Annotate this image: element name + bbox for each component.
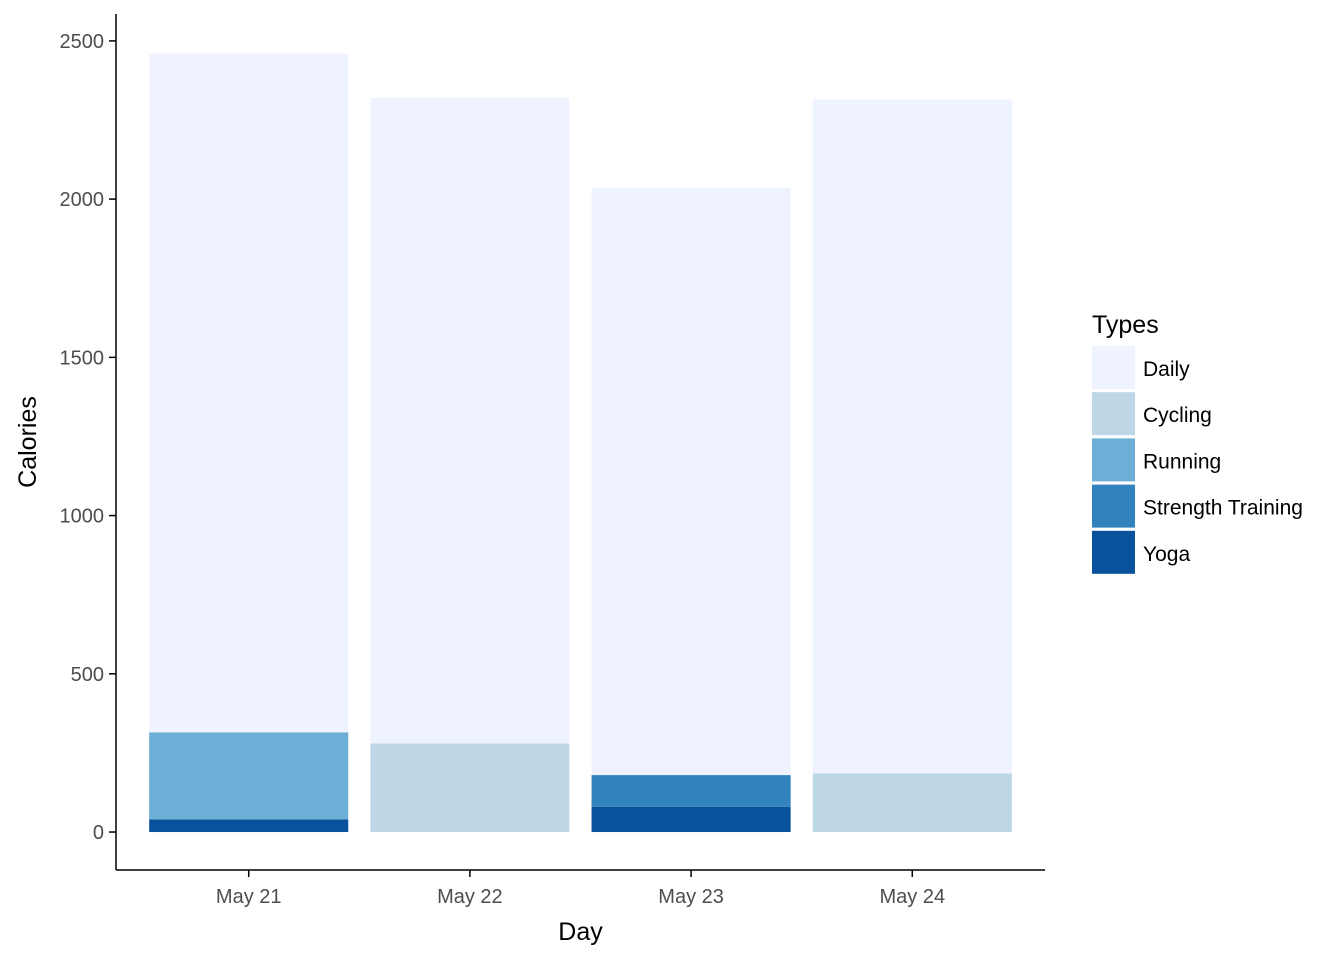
- y-tick-label: 500: [71, 664, 104, 686]
- x-tick-label: May 22: [437, 886, 503, 908]
- bar-may-22-daily: [370, 97, 570, 744]
- y-tick-label: 1000: [60, 506, 105, 528]
- bar-may-23-yoga: [591, 806, 791, 833]
- x-axis-title: Day: [558, 918, 603, 946]
- legend-swatch-running: [1092, 438, 1135, 482]
- x-tick-label: May 23: [658, 886, 724, 908]
- x-ticks: May 21 May 22 May 23 May 24: [216, 870, 945, 908]
- y-ticks: 0 500 1000 1500 2000 2500: [60, 31, 116, 844]
- legend-title: Types: [1092, 311, 1159, 339]
- y-tick-label: 1500: [60, 347, 105, 369]
- y-tick-label: 0: [93, 822, 104, 844]
- bar-may-23-daily: [591, 188, 791, 776]
- bar-may-23-strength-training: [591, 775, 791, 807]
- legend-label-cycling: Cycling: [1143, 404, 1212, 427]
- bar-may-24-daily: [812, 99, 1012, 774]
- legend: Types Daily Cycling Running Strength Traini…: [1092, 311, 1303, 574]
- legend-label-yoga: Yoga: [1143, 543, 1190, 566]
- axes-layer: [115, 14, 1045, 871]
- bar-may-22-cycling: [370, 743, 570, 833]
- y-tick-label: 2500: [60, 31, 105, 53]
- legend-label-running: Running: [1143, 450, 1221, 473]
- bar-may-21-yoga: [149, 819, 349, 833]
- legend-swatch-strength-training: [1092, 484, 1135, 528]
- bar-may-21-running: [149, 732, 349, 820]
- y-axis-title: Calories: [14, 396, 42, 488]
- x-tick-label: May 21: [216, 886, 282, 908]
- legend-swatch-yoga: [1092, 530, 1135, 574]
- bar-may-24-cycling: [812, 773, 1012, 833]
- bar-may-21-daily: [149, 53, 349, 733]
- legend-swatch-daily: [1092, 346, 1135, 389]
- bars-layer: [149, 53, 1012, 833]
- y-tick-label: 2000: [60, 189, 105, 211]
- legend-swatch-cycling: [1092, 392, 1135, 436]
- x-tick-label: May 24: [879, 886, 945, 908]
- legend-label-strength-training: Strength Training: [1143, 497, 1303, 520]
- legend-label-daily: Daily: [1143, 358, 1190, 381]
